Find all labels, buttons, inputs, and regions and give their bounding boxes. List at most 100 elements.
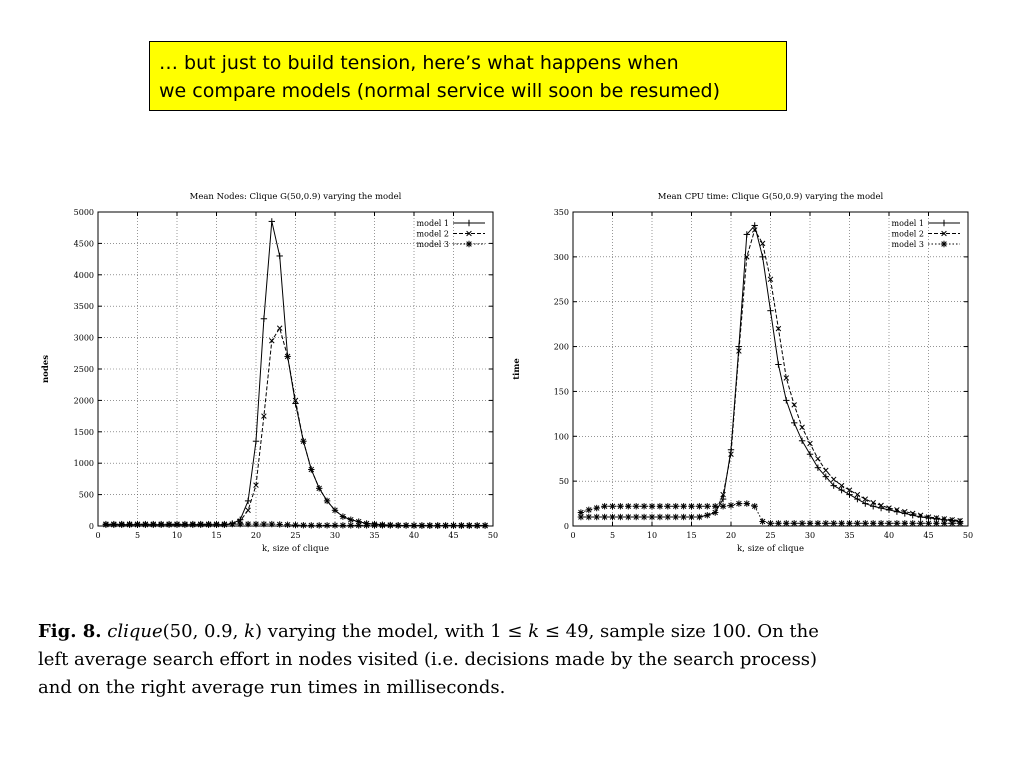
data-point	[822, 520, 829, 527]
series-model-3	[102, 520, 489, 529]
chart-title: Mean Nodes: Clique G(50,0.9) varying the…	[190, 191, 402, 202]
data-point	[300, 438, 307, 444]
legend-marker	[940, 219, 948, 227]
x-tick-label: 20	[726, 531, 736, 540]
x-tick-label: 10	[172, 531, 182, 540]
x-tick-label: 20	[251, 531, 261, 540]
data-point	[625, 514, 632, 520]
data-point	[260, 520, 268, 528]
data-point	[775, 361, 782, 368]
data-point	[481, 522, 489, 529]
y-tick-label: 3000	[74, 334, 94, 343]
data-point	[807, 440, 813, 447]
callout-box: … but just to build tension, here’s what…	[149, 41, 787, 111]
data-point	[577, 509, 585, 516]
series-model-3	[577, 500, 964, 527]
data-point	[799, 424, 805, 431]
data-point	[578, 514, 584, 520]
data-point	[347, 522, 354, 529]
data-point	[870, 503, 877, 510]
data-point	[442, 522, 449, 529]
legend-label: model 2	[892, 230, 924, 239]
data-point	[268, 218, 275, 225]
data-point	[387, 522, 394, 529]
legend-marker	[466, 230, 472, 237]
x-axis-label: k, size of clique	[262, 544, 329, 554]
data-point	[925, 514, 932, 520]
data-point	[830, 476, 837, 483]
x-tick-label: 10	[647, 531, 657, 540]
y-tick-label: 150	[554, 387, 569, 396]
data-point	[775, 520, 782, 527]
data-point	[609, 514, 616, 520]
data-point	[205, 520, 212, 528]
data-point	[331, 522, 339, 529]
x-tick-label: 5	[135, 531, 140, 540]
data-point	[791, 520, 798, 527]
data-point	[110, 520, 117, 528]
caption-line-2: left average search effort in nodes visi…	[38, 649, 818, 670]
legend-marker	[465, 219, 473, 227]
data-point	[862, 496, 869, 502]
x-tick-label: 35	[369, 531, 379, 540]
data-point	[418, 522, 426, 529]
data-point	[379, 522, 386, 529]
data-point	[727, 502, 735, 509]
grid	[98, 212, 493, 526]
x-tick-label: 0	[95, 531, 100, 540]
legend-marker	[940, 240, 948, 248]
data-point	[894, 507, 900, 513]
data-point	[292, 397, 299, 404]
data-point	[332, 507, 338, 514]
data-point	[719, 503, 727, 510]
data-point	[751, 227, 758, 233]
data-point	[751, 503, 758, 510]
data-point	[434, 522, 441, 529]
x-tick-label: 15	[211, 531, 221, 540]
data-point	[680, 503, 687, 510]
y-tick-label: 0	[564, 522, 569, 531]
data-point	[665, 514, 671, 520]
x-tick-label: 45	[923, 531, 933, 540]
data-point	[751, 222, 758, 229]
series-model-2	[578, 227, 963, 524]
y-tick-label: 100	[554, 432, 569, 441]
x-tick-label: 50	[963, 531, 973, 540]
data-point	[838, 520, 845, 527]
data-point	[783, 397, 790, 404]
data-point	[284, 521, 291, 528]
data-point	[783, 520, 790, 527]
data-point	[956, 520, 964, 527]
x-tick-label: 40	[409, 531, 419, 540]
data-point	[909, 520, 916, 527]
y-tick-label: 1000	[74, 459, 94, 468]
data-point	[917, 520, 924, 527]
x-tick-label: 35	[844, 531, 854, 540]
data-point	[284, 353, 291, 360]
legend-label: model 3	[892, 240, 924, 249]
y-tick-label: 3500	[74, 302, 94, 311]
data-point	[363, 522, 370, 529]
callout-line-1: … but just to build tension, here’s what…	[159, 52, 679, 74]
data-point	[838, 482, 845, 489]
data-point	[126, 520, 133, 528]
data-point	[854, 520, 861, 527]
data-point	[712, 509, 718, 516]
data-point	[355, 522, 362, 529]
data-point	[743, 500, 750, 507]
data-point	[609, 503, 616, 510]
data-point	[474, 522, 481, 529]
data-point	[846, 487, 853, 493]
data-point	[767, 307, 774, 314]
data-point	[798, 520, 806, 527]
data-point	[340, 513, 346, 520]
data-point	[261, 413, 267, 419]
series-line	[105, 221, 486, 527]
data-point	[838, 486, 845, 494]
data-point	[728, 451, 734, 457]
data-point	[893, 520, 901, 527]
data-point	[102, 520, 110, 528]
data-point	[657, 514, 663, 520]
grid	[573, 212, 968, 526]
data-point	[925, 514, 932, 522]
